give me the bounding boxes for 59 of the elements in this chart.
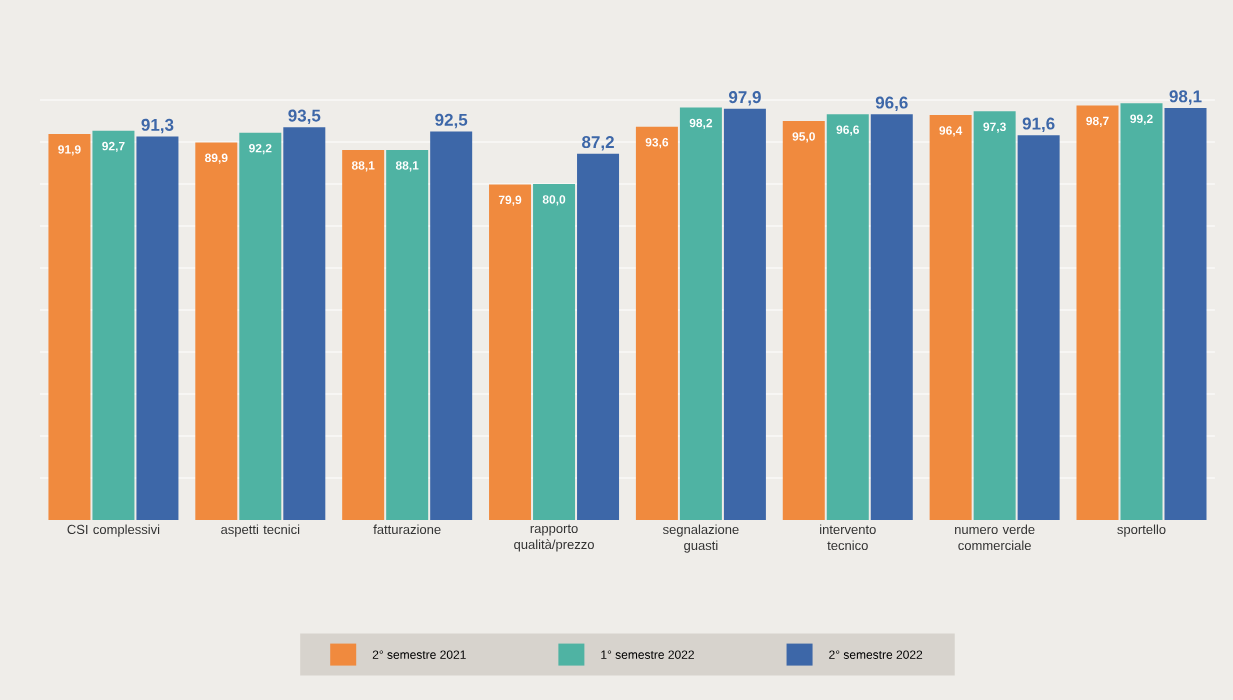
legend-label: 1° semestre 2022 — [601, 650, 694, 659]
data-label: 89,9 — [205, 153, 228, 164]
bar — [782, 120, 825, 520]
bar — [136, 136, 179, 520]
bar — [386, 149, 429, 520]
data-label: 88,1 — [395, 161, 419, 172]
data-label: 95,0 — [792, 132, 815, 143]
bar — [489, 184, 532, 520]
bar — [723, 108, 766, 520]
x-tick-label: intervento tecnico — [820, 524, 876, 551]
bar — [533, 183, 576, 520]
x-tick-label: sportello — [1117, 524, 1166, 537]
data-label: 96,6 — [875, 96, 908, 112]
data-label: 87,2 — [582, 136, 614, 151]
bar — [283, 127, 326, 520]
bar — [973, 111, 1016, 520]
data-label: 92,2 — [249, 143, 272, 155]
bar — [1017, 135, 1060, 520]
data-label: 96,4 — [939, 126, 963, 137]
data-label: 98,7 — [1086, 116, 1109, 127]
legend-label: 2° semestre 2021 — [372, 650, 466, 659]
data-label: 93,5 — [288, 109, 321, 125]
x-tick-label: segnalazione guasti — [662, 524, 739, 553]
bar — [635, 126, 678, 520]
bar — [577, 153, 620, 520]
bar — [195, 142, 238, 520]
bar — [342, 149, 385, 520]
bar — [1120, 103, 1163, 520]
bar — [92, 130, 135, 520]
bar — [48, 134, 91, 520]
data-label: 80,0 — [542, 195, 566, 206]
data-label: 98,2 — [689, 118, 713, 129]
x-tick-label: numero verde commerciale — [955, 524, 1035, 551]
bar — [239, 132, 282, 520]
bar — [929, 115, 972, 520]
bar — [1164, 107, 1207, 520]
data-label: 91,9 — [58, 145, 81, 156]
data-label: 92,7 — [102, 141, 125, 153]
x-tick-label: aspetti tecnici — [221, 524, 300, 537]
data-label: 99,2 — [1130, 114, 1153, 125]
data-label: 98,1 — [1169, 90, 1202, 105]
x-tick-label: CSI complessivi — [67, 524, 160, 537]
data-label: 88,1 — [351, 161, 375, 172]
data-label: 91,3 — [141, 118, 174, 134]
bar — [679, 107, 722, 520]
bar — [1076, 105, 1119, 520]
data-label: 93,6 — [645, 138, 669, 149]
x-tick-label: rapporto qualità/prezzo — [514, 524, 594, 552]
data-label: 96,6 — [836, 125, 860, 136]
x-tick-label: fatturazione — [373, 524, 441, 535]
legend-label: 2° semestre 2022 — [829, 650, 923, 659]
bar — [430, 131, 473, 520]
bar — [826, 114, 869, 520]
data-label: 97,3 — [983, 122, 1006, 133]
data-label: 97,9 — [728, 91, 761, 106]
data-label: 92,5 — [435, 113, 468, 129]
data-label: 79,9 — [498, 195, 522, 206]
bar — [870, 114, 913, 520]
data-label: 91,6 — [1022, 117, 1055, 133]
